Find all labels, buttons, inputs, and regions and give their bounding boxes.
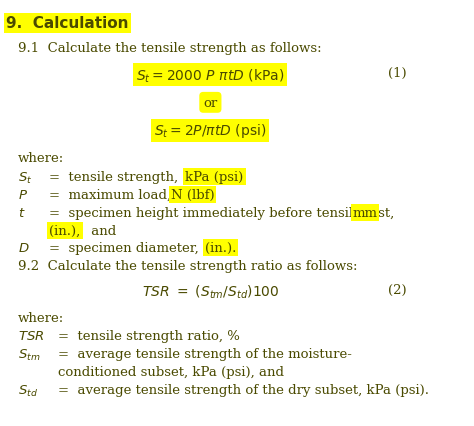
Text: $S_t = 2000\ P\ \pi tD\ \mathrm{(kPa)}$: $S_t = 2000\ P\ \pi tD\ \mathrm{(kPa)}$ [136, 67, 284, 84]
Text: =  average tensile strength of the dry subset, kPa (psi).: = average tensile strength of the dry su… [58, 383, 429, 396]
Text: $S_t$: $S_t$ [18, 171, 32, 186]
Text: kPa (psi): kPa (psi) [185, 171, 244, 184]
Text: 9.  Calculation: 9. Calculation [7, 16, 129, 31]
Text: (in.).: (in.). [205, 242, 237, 255]
Text: and: and [87, 224, 116, 237]
Text: $D$: $D$ [18, 242, 30, 255]
Text: (2): (2) [388, 283, 407, 296]
Text: $TSR$: $TSR$ [18, 329, 45, 343]
Text: $P$: $P$ [18, 188, 28, 201]
Text: 9.2  Calculate the tensile strength ratio as follows:: 9.2 Calculate the tensile strength ratio… [18, 259, 357, 273]
Text: $S_t = 2P/\pi tD\ \mathrm{(psi)}$: $S_t = 2P/\pi tD\ \mathrm{(psi)}$ [154, 122, 266, 140]
Text: =  average tensile strength of the moisture-: = average tensile strength of the moistu… [58, 347, 352, 360]
Text: $S_{td}$: $S_{td}$ [18, 383, 38, 398]
Text: $t$: $t$ [18, 206, 26, 219]
Text: $TSR\ =\ (S_{tm}/S_{td})100$: $TSR\ =\ (S_{tm}/S_{td})100$ [142, 283, 279, 300]
Text: 9.1  Calculate the tensile strength as follows:: 9.1 Calculate the tensile strength as fo… [18, 42, 322, 55]
Text: where:: where: [18, 311, 64, 324]
Text: (in.),: (in.), [49, 224, 81, 237]
Text: =  maximum load,: = maximum load, [49, 188, 176, 201]
Text: N (lbf): N (lbf) [171, 188, 214, 201]
Text: =  tensile strength ratio, %: = tensile strength ratio, % [58, 329, 240, 343]
Text: $S_{tm}$: $S_{tm}$ [18, 347, 41, 362]
Text: where:: where: [18, 152, 64, 164]
Text: =  tensile strength,: = tensile strength, [49, 171, 183, 184]
Text: (1): (1) [388, 67, 407, 80]
Text: =  specimen diameter, mm: = specimen diameter, mm [49, 242, 233, 255]
Text: conditioned subset, kPa (psi), and: conditioned subset, kPa (psi), and [58, 365, 284, 378]
Text: =  specimen height immediately before tensile test,: = specimen height immediately before ten… [49, 206, 399, 219]
Text: or: or [203, 97, 218, 109]
Text: mm: mm [353, 206, 377, 219]
